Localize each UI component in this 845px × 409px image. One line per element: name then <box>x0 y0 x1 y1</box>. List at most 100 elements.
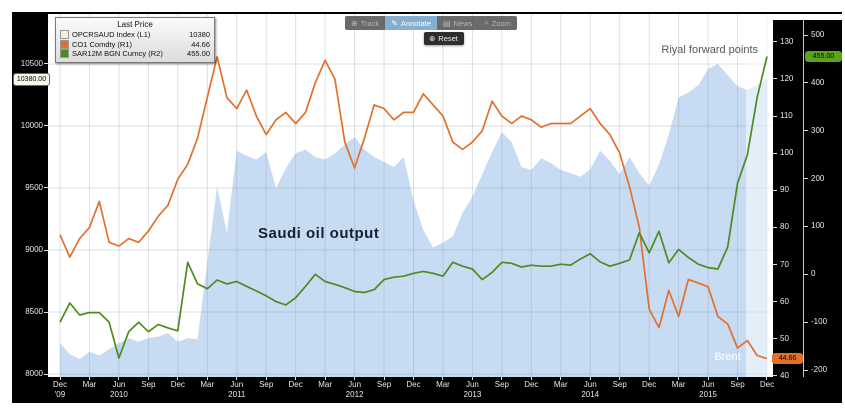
legend-value: 44.66 <box>191 39 210 49</box>
x-tick <box>648 377 650 380</box>
axis-tick-label: 110 <box>780 111 793 121</box>
track-button[interactable]: ⊕ Track <box>351 18 380 28</box>
x-tick-label: Jun <box>112 380 126 389</box>
news-button[interactable]: ▤ News <box>442 18 473 28</box>
right-axis2-panel[interactable] <box>803 20 842 377</box>
legend-row-opcrsaud[interactable]: OPCRSAUD Index (L1) 10380 <box>60 30 210 40</box>
right-axis1-panel[interactable] <box>773 20 803 377</box>
axis-tick <box>804 321 808 323</box>
riyal-forward-points-annotation: Riyal forward points <box>661 44 758 56</box>
axis-tick-label: 60 <box>780 296 789 306</box>
axis-tick-label: 120 <box>780 73 794 83</box>
saudi-oil-output-annotation: Saudi oil output <box>258 225 380 242</box>
axis-tick <box>773 115 777 117</box>
x-tick <box>118 377 120 380</box>
legend-row-sar12m[interactable]: SAR12M BGN Curncy (R2) 455.00 <box>60 49 210 59</box>
annotate-button[interactable]: ✎ Annotate <box>385 16 437 30</box>
legend-label: SAR12M BGN Curncy (R2) <box>72 49 163 58</box>
axis-tick-label: 100 <box>811 221 825 231</box>
x-tick-label: Sep <box>612 380 627 389</box>
x-tick-label: Dec <box>642 380 657 389</box>
axis-tick <box>44 125 48 127</box>
x-tick <box>59 377 61 380</box>
x-tick <box>265 377 267 380</box>
last-price-bubble-r1: 44.66 <box>772 352 803 364</box>
x-year-label: 2015 <box>699 390 717 399</box>
bottom-axis-panel[interactable] <box>12 377 842 403</box>
x-tick-label: Dec <box>759 380 775 389</box>
x-tick-label: Sep <box>259 380 274 389</box>
axis-tick <box>804 369 808 371</box>
axis-separator <box>803 20 804 377</box>
axis-tick <box>773 226 777 228</box>
axis-tick <box>804 273 808 275</box>
legend-value: 10380 <box>189 30 210 39</box>
x-tick <box>737 377 739 380</box>
x-tick <box>236 377 238 380</box>
x-tick-label: Mar <box>318 380 332 389</box>
legend-value: 455.00 <box>187 49 210 58</box>
axis-tick-label: 70 <box>780 259 789 269</box>
top-border <box>12 12 842 14</box>
news-icon: ▤ <box>442 18 451 28</box>
x-tick <box>589 377 591 380</box>
saudi-output-area <box>60 64 767 377</box>
axis-tick <box>773 78 777 80</box>
axis-tick-label: 400 <box>811 77 825 87</box>
x-year-label: 2013 <box>463 390 482 399</box>
axis-tick <box>773 301 777 303</box>
axis-tick-label: 40 <box>780 370 789 380</box>
last-price-bubble-r2: 455.00 <box>805 50 842 62</box>
zoom-button[interactable]: ⌕ Zoom <box>484 18 511 28</box>
axis-tick-label: 10000 <box>20 120 43 130</box>
x-tick-label: Sep <box>376 380 392 389</box>
x-tick-label: Dec <box>52 380 68 389</box>
axis-tick <box>773 152 777 154</box>
x-tick-label: Jun <box>583 380 597 389</box>
x-year-label: 2014 <box>581 390 600 399</box>
axis-tick <box>44 187 48 189</box>
legend-title: Last Price <box>117 20 153 29</box>
x-year-label: 2012 <box>345 390 364 399</box>
axis-tick-label: 200 <box>811 173 825 183</box>
axis-tick <box>804 225 808 227</box>
axis-tick <box>44 373 48 375</box>
x-year-label: '09 <box>54 390 66 399</box>
x-tick-label: Sep <box>730 380 745 389</box>
x-tick <box>354 377 356 380</box>
x-tick <box>383 377 385 380</box>
left-axis-panel[interactable] <box>12 12 48 377</box>
x-year-label: 2010 <box>110 390 128 399</box>
x-tick <box>707 377 709 380</box>
x-tick-label: Dec <box>170 380 185 389</box>
x-tick-label: Mar <box>82 380 97 389</box>
x-tick-label: Sep <box>494 380 509 389</box>
axis-tick-label: 90 <box>780 185 789 195</box>
axis-tick-label: -200 <box>811 365 828 374</box>
plot-area[interactable] <box>48 14 773 377</box>
riyal-swatch-icon <box>60 49 69 59</box>
x-tick-label: Dec <box>524 380 539 389</box>
last-price-bubble-l1: 10380.00 <box>13 72 50 86</box>
x-tick-label: Jun <box>465 380 479 389</box>
legend-row-co1[interactable]: CO1 Comdty (R1) 44.66 <box>60 40 210 50</box>
axis-tick <box>773 189 777 191</box>
axis-tick-label: 8500 <box>25 307 43 316</box>
track-icon: ⊕ <box>351 18 358 28</box>
x-tick <box>471 377 473 380</box>
axis-tick <box>44 63 48 65</box>
x-tick-label: Mar <box>671 380 686 389</box>
x-tick <box>766 377 768 380</box>
axis-tick-label: 9000 <box>25 245 43 254</box>
legend-label: CO1 Comdty (R1) <box>72 39 133 49</box>
axis-tick-label: -100 <box>811 317 828 327</box>
axis-tick-label: 10500 <box>20 58 43 68</box>
axis-tick <box>804 130 808 132</box>
chart-legend[interactable]: Last Price OPCRSAUD Index (L1) 10380 CO1… <box>55 17 215 63</box>
x-tick-label: Mar <box>553 380 568 389</box>
axis-tick <box>804 178 808 180</box>
reset-button[interactable]: ⊗ Reset <box>424 32 464 45</box>
x-tick <box>619 377 621 380</box>
x-tick-label: Mar <box>200 380 215 389</box>
